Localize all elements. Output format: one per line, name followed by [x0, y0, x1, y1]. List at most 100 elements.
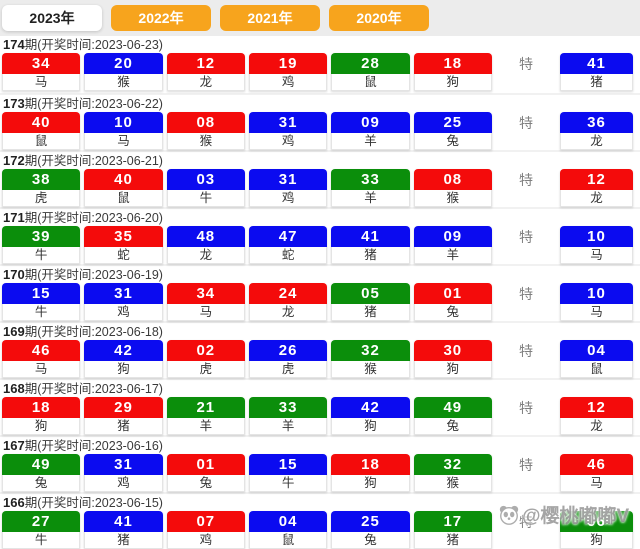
- period-time: 期(开奖时间:2023-06-22): [24, 97, 163, 111]
- period-number: 173: [3, 96, 25, 111]
- period-number: 174: [3, 37, 25, 52]
- ball-zodiac: 狗: [413, 361, 492, 378]
- ball-number: 33: [248, 397, 328, 418]
- normal-balls: 46 马 42 狗 02 虎 26 虎 32 猴 30 狗: [2, 340, 492, 378]
- special-ball: 12 龙: [560, 397, 633, 435]
- ball-zodiac: 猪: [84, 418, 163, 435]
- ball-number: 06: [560, 511, 633, 532]
- special-ball: 06 狗: [560, 511, 633, 549]
- ball-number: 31: [248, 169, 328, 190]
- ball-zodiac: 鸡: [166, 532, 245, 549]
- year-tab-bar: 2023年 2022年 2021年 2020年: [0, 0, 640, 36]
- ball: 33 羊: [248, 397, 328, 435]
- special-ball: 10 马: [560, 283, 633, 321]
- ball-zodiac: 虎: [166, 361, 245, 378]
- ball-zodiac: 鼠: [331, 74, 410, 91]
- ball: 31 鸡: [84, 454, 163, 492]
- ball: 42 狗: [331, 397, 410, 435]
- ball: 08 猴: [166, 112, 245, 150]
- ball: 31 鸡: [84, 283, 163, 321]
- ball: 32 猴: [413, 454, 492, 492]
- period-time: 期(开奖时间:2023-06-15): [24, 496, 163, 510]
- special-indicator-label: 特: [519, 514, 533, 530]
- year-tab-2020[interactable]: 2020年: [329, 5, 429, 31]
- draw-block-171: 171期(开奖时间:2023-06-20) 39 牛 35 蛇 48 龙 47 蛇 41 猪 09 羊特…: [0, 207, 640, 264]
- ball-number: 34: [166, 283, 245, 304]
- ball-zodiac: 猪: [331, 247, 410, 264]
- special-indicator-label: 特: [519, 400, 533, 416]
- ball-number: 12: [560, 397, 633, 418]
- ball: 15 牛: [2, 283, 81, 321]
- normal-balls: 40 鼠 10 马 08 猴 31 鸡 09 羊 25 兔: [2, 112, 492, 150]
- period-label: 173期(开奖时间:2023-06-22): [0, 96, 640, 112]
- ball: 49 兔: [413, 397, 492, 435]
- special-indicator-label: 特: [519, 172, 533, 188]
- ball-number: 42: [331, 397, 410, 418]
- ball-number: 32: [413, 454, 492, 475]
- ball-number: 27: [2, 511, 81, 532]
- year-tab-2021[interactable]: 2021年: [220, 5, 320, 31]
- ball: 18 狗: [2, 397, 81, 435]
- ball: 25 兔: [331, 511, 410, 549]
- ball-number: 36: [560, 112, 633, 133]
- ball-zodiac: 蛇: [84, 247, 163, 264]
- ball-number: 46: [2, 340, 81, 361]
- ball-number: 26: [248, 340, 328, 361]
- special-indicator-label: 特: [519, 56, 533, 72]
- ball-number: 33: [331, 169, 410, 190]
- ball-row: 49 兔 31 鸡 01 兔 15 牛 18 狗 32 猴特 46 马: [0, 454, 640, 492]
- ball-zodiac: 兔: [413, 304, 492, 321]
- ball-zodiac: 马: [2, 74, 81, 91]
- ball-number: 12: [560, 169, 633, 190]
- ball-zodiac: 牛: [2, 304, 81, 321]
- ball-zodiac: 鸡: [248, 133, 328, 150]
- period-label: 169期(开奖时间:2023-06-18): [0, 324, 640, 340]
- special-indicator-label: 特: [519, 229, 533, 245]
- ball-number: 12: [166, 53, 245, 74]
- ball: 15 牛: [248, 454, 328, 492]
- ball-row: 18 狗 29 猪 21 羊 33 羊 42 狗 49 兔 特 12 龙: [0, 397, 640, 435]
- ball: 20 猴: [84, 53, 163, 91]
- ball-zodiac: 羊: [331, 190, 410, 207]
- ball-zodiac: 鼠: [560, 361, 633, 378]
- ball-zodiac: 龙: [560, 133, 633, 150]
- ball: 40 鼠: [2, 112, 81, 150]
- draw-results-list: 174期(开奖时间:2023-06-23) 34 马 20 猴 12 龙 19 鸡 28 鼠 18 狗特…: [0, 36, 640, 549]
- ball-number: 46: [560, 454, 633, 475]
- year-tab-2023[interactable]: 2023年: [2, 5, 102, 31]
- ball: 12 龙: [166, 53, 245, 91]
- ball-zodiac: 龙: [166, 74, 245, 91]
- normal-balls: 18 狗 29 猪 21 羊 33 羊 42 狗 49 兔: [2, 397, 492, 435]
- ball-number: 09: [331, 112, 410, 133]
- ball-zodiac: 牛: [2, 532, 81, 549]
- ball-zodiac: 马: [84, 133, 163, 150]
- year-tab-2022[interactable]: 2022年: [111, 5, 211, 31]
- ball-number: 10: [560, 226, 633, 247]
- period-label: 171期(开奖时间:2023-06-20): [0, 210, 640, 226]
- ball-zodiac: 羊: [166, 418, 245, 435]
- period-time: 期(开奖时间:2023-06-16): [24, 439, 163, 453]
- ball-number: 10: [84, 112, 163, 133]
- ball: 42 狗: [84, 340, 163, 378]
- ball-number: 18: [331, 454, 410, 475]
- ball: 33 羊: [331, 169, 410, 207]
- ball-zodiac: 羊: [248, 418, 328, 435]
- ball-row: 34 马 20 猴 12 龙 19 鸡 28 鼠 18 狗 特 41 猪: [0, 53, 640, 91]
- period-number: 169: [3, 324, 25, 339]
- ball-number: 49: [413, 397, 492, 418]
- ball: 09 羊: [413, 226, 492, 264]
- normal-balls: 27 牛 41 猪 07 鸡 04 鼠 25 兔 17 猪: [2, 511, 492, 549]
- ball-number: 42: [84, 340, 163, 361]
- ball-zodiac: 猴: [413, 190, 492, 207]
- ball: 35 蛇: [84, 226, 163, 264]
- ball-number: 09: [413, 226, 492, 247]
- period-label: 167期(开奖时间:2023-06-16): [0, 438, 640, 454]
- ball-number: 49: [2, 454, 81, 475]
- ball-zodiac: 龙: [560, 418, 633, 435]
- ball-number: 41: [331, 226, 410, 247]
- special-indicator-label: 特: [519, 115, 533, 131]
- ball-number: 31: [248, 112, 328, 133]
- period-number: 167: [3, 438, 25, 453]
- period-label: 172期(开奖时间:2023-06-21): [0, 153, 640, 169]
- period-label: 168期(开奖时间:2023-06-17): [0, 381, 640, 397]
